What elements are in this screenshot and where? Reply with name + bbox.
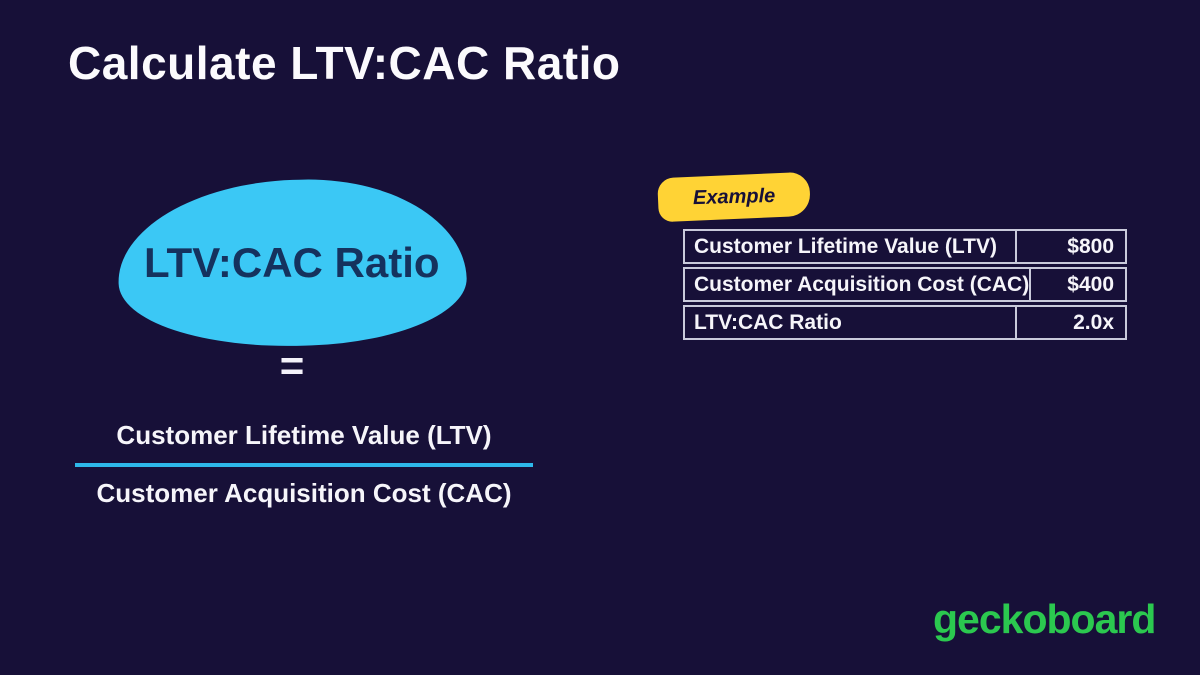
example-badge: Example [657, 171, 811, 223]
example-badge-label: Example [692, 184, 776, 209]
formula-fraction: Customer Lifetime Value (LTV) Customer A… [75, 420, 533, 509]
table-row: Customer Lifetime Value (LTV) $800 [683, 229, 1127, 264]
table-cell-label: LTV:CAC Ratio [685, 307, 1017, 338]
formula-denominator: Customer Acquisition Cost (CAC) [96, 478, 512, 508]
fraction-divider-line [75, 463, 533, 467]
table-cell-value: $800 [1067, 234, 1114, 258]
table-cell-label: Customer Lifetime Value (LTV) [685, 231, 1017, 262]
table-cell-label: Customer Acquisition Cost (CAC) [685, 269, 1032, 300]
table-row: LTV:CAC Ratio 2.0x [683, 305, 1127, 340]
page-title: Calculate LTV:CAC Ratio [68, 37, 621, 89]
equals-sign: = [279, 342, 305, 389]
table-cell-value: 2.0x [1073, 310, 1114, 334]
equals-sign-wrap: = [118, 342, 466, 390]
geckoboard-logo: geckoboard [933, 596, 1156, 642]
example-table: Customer Lifetime Value (LTV) $800 Custo… [683, 229, 1127, 340]
ltv-cac-ratio-label: LTV:CAC Ratio [144, 239, 440, 287]
table-row: Customer Acquisition Cost (CAC) $400 [683, 267, 1127, 302]
formula-numerator: Customer Lifetime Value (LTV) [116, 420, 492, 450]
table-cell-value: $400 [1067, 272, 1114, 296]
ltv-cac-ratio-blob: LTV:CAC Ratio [115, 173, 469, 353]
